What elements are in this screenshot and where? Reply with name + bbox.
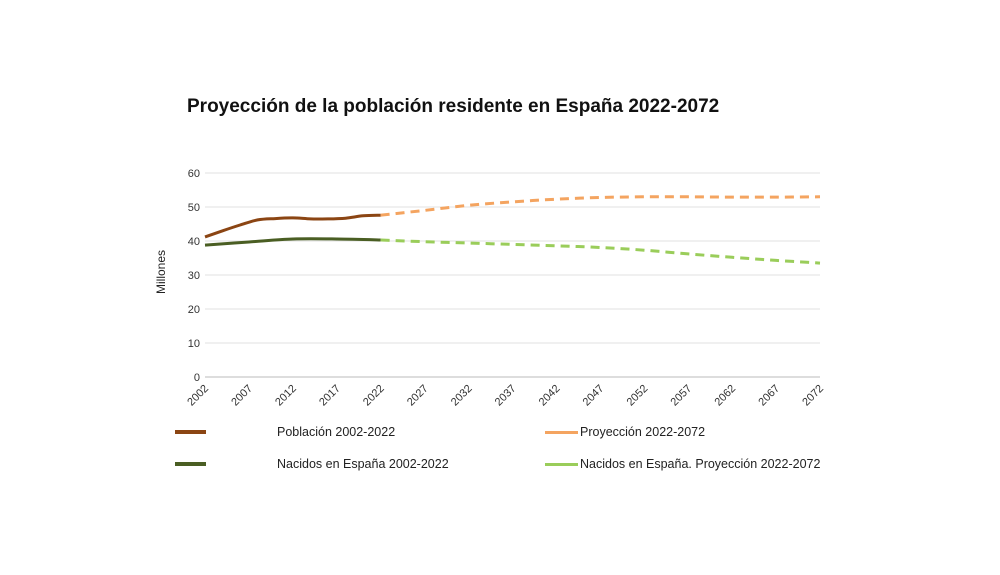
series-line-2 (204, 237, 381, 247)
x-axis-ticks: 2002 2007 2012 2017 2022 2027 2032 2037 2042 2047… (185, 383, 826, 409)
y-tick-label: 10 (188, 338, 200, 350)
x-tick-label: 2022 (361, 383, 387, 409)
legend-swatch-proyeccion (545, 431, 578, 434)
x-tick-label: 2032 (449, 383, 475, 409)
x-tick-label: 2047 (581, 383, 607, 409)
x-tick-label: 2007 (229, 383, 255, 409)
legend-swatch-nacidos-proyeccion (545, 463, 578, 466)
x-tick-label: 2042 (537, 383, 563, 409)
legend-label-poblacion: Población 2002-2022 (277, 425, 396, 439)
x-tick-label: 2057 (669, 383, 695, 409)
x-tick-label: 2072 (800, 383, 826, 409)
y-tick-label: 50 (188, 202, 200, 214)
legend-label-proyeccion: Proyección 2022-2072 (580, 425, 706, 439)
y-tick-label: 30 (188, 270, 200, 282)
y-axis-ticks: 0 10 20 30 40 50 60 (188, 168, 200, 384)
y-tick-label: 0 (194, 372, 200, 384)
y-axis-label: Millones (154, 250, 168, 294)
series-line-1 (380, 195, 821, 217)
legend-item-nacidos-proyeccion: Nacidos en España. Proyección 2022-2072 (545, 457, 845, 477)
series-line-3 (380, 238, 821, 265)
legend-item-poblacion: Población 2002-2022 (175, 425, 475, 445)
y-tick-label: 20 (188, 304, 200, 316)
x-tick-label: 2052 (625, 383, 651, 409)
x-tick-label: 2062 (712, 383, 738, 409)
x-tick-label: 2067 (756, 383, 782, 409)
gridlines (205, 172, 820, 378)
x-tick-label: 2002 (185, 383, 211, 409)
series-lines (204, 195, 821, 265)
series-line-0 (204, 213, 381, 239)
x-tick-label: 2027 (405, 383, 431, 409)
legend-item-proyeccion: Proyección 2022-2072 (545, 425, 845, 445)
legend-item-nacidos: Nacidos en España 2002-2022 (175, 457, 475, 477)
x-tick-label: 2017 (317, 383, 343, 409)
chart-title: Proyección de la población residente en … (187, 96, 720, 117)
y-tick-label: 60 (188, 168, 200, 180)
legend-swatch-nacidos (175, 462, 206, 466)
legend-label-nacidos: Nacidos en España 2002-2022 (277, 457, 449, 471)
legend-swatch-poblacion (175, 430, 206, 434)
x-tick-label: 2037 (493, 383, 519, 409)
legend-label-nacidos-proyeccion: Nacidos en España. Proyección 2022-2072 (580, 457, 821, 471)
y-tick-label: 40 (188, 236, 200, 248)
x-tick-label: 2012 (273, 383, 299, 409)
